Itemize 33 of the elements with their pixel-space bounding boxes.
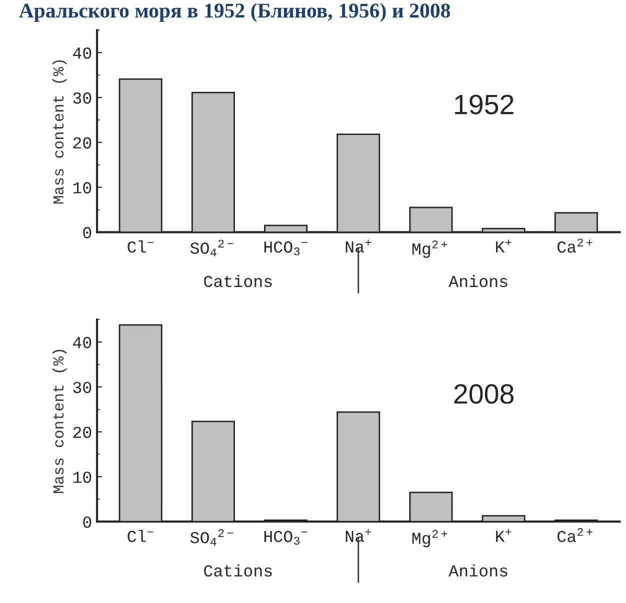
annotation: 1952	[455, 94, 514, 114]
y-tick-label: 30	[73, 382, 92, 394]
y-tick-label: 20	[73, 137, 92, 149]
x-tick-label: Cl$^{−}$	[128, 530, 154, 542]
y-tick-label: 20	[73, 426, 92, 438]
x-tick-label: K$^{+}$	[496, 240, 512, 252]
annotation: 2008	[454, 384, 514, 404]
y-tick-label: 40	[73, 47, 92, 59]
chart-title: Аральского моря в 1952 (Блинов, 1956) и 2008	[18, 3, 450, 22]
text: Cations	[204, 564, 272, 577]
y-axis-title: Mass content (%)	[52, 60, 67, 204]
text: Anions	[448, 274, 508, 288]
y-axis-title: Mass content (%)	[52, 350, 67, 493]
y-tick-label: 10	[73, 182, 92, 194]
x-tick-label: Na$^{+}$	[346, 240, 372, 253]
x-tick-label: SO$_{4}$$^{2−}$	[190, 240, 234, 256]
y-tick-label: 0	[83, 227, 92, 238]
text: Cations	[204, 274, 272, 288]
x-tick-label: HCO$_{3}$$^{−}$	[264, 530, 308, 545]
x-tick-label: K$^{+}$	[496, 529, 512, 542]
x-tick-label: Na$^{+}$	[346, 529, 372, 542]
x-tick-label: SO$_{4}$$^{2−}$	[190, 529, 234, 546]
x-tick-label: Mg$^{2+}$	[412, 240, 448, 258]
x-tick-label: Cl$^{−}$	[128, 240, 154, 253]
y-tick-label: 30	[73, 92, 92, 104]
x-tick-label: HCO$_{3}$$^{−}$	[264, 241, 308, 256]
y-tick-label: 40	[73, 336, 92, 348]
text: Anions	[448, 564, 508, 577]
y-tick-label: 10	[73, 472, 92, 483]
x-tick-label: Ca$^{2+}$	[558, 238, 592, 253]
y-tick-label: 0	[83, 516, 92, 528]
x-tick-label: Ca$^{2+}$	[558, 528, 592, 542]
x-tick-label: Mg$^{2+}$	[412, 530, 448, 548]
